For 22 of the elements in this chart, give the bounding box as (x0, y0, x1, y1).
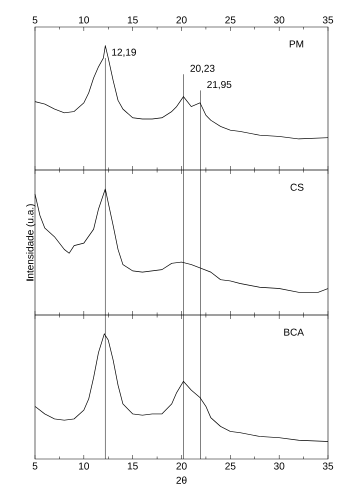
x-tick-label: 15 (128, 462, 138, 470)
x-tick-label: 5 (32, 462, 38, 470)
ref-line-label: 20,23 (190, 64, 215, 74)
x-tick-label: 35 (322, 16, 334, 24)
chart-title: CS (290, 184, 304, 191)
x-tick-label: 5 (32, 16, 38, 24)
x-axis-title: 2θ (176, 476, 187, 484)
ref-line-label: 21,95 (207, 80, 232, 90)
x-tick-label: 30 (274, 462, 284, 470)
x-tick-label: 20 (176, 16, 187, 24)
chart-title: BCA (284, 328, 304, 336)
x-tick-label: 35 (322, 462, 334, 470)
x-tick-label: 25 (225, 462, 236, 470)
y-axis-title: Intensidade (u.a.) (26, 204, 36, 281)
x-tick-label: 30 (274, 16, 284, 24)
x-tick-label: 15 (128, 16, 138, 24)
chart-title: PM (290, 40, 304, 48)
ref-line-label: 12,19 (112, 48, 136, 57)
x-tick-label: 10 (79, 16, 90, 24)
x-tick-label: 20 (176, 462, 187, 470)
x-tick-label: 10 (79, 462, 90, 470)
x-tick-label: 25 (225, 16, 236, 24)
